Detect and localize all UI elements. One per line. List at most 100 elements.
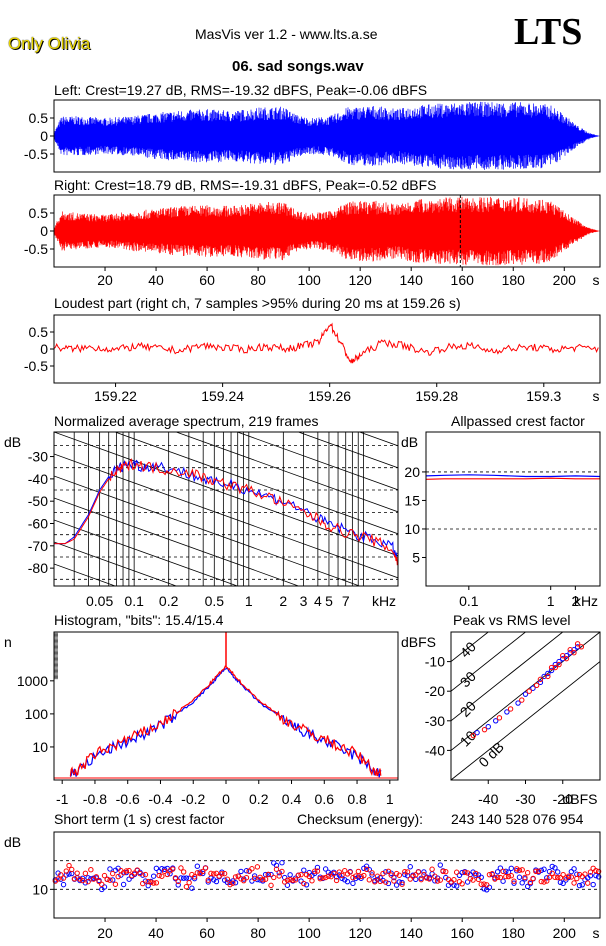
short-crest-point-L (352, 875, 359, 882)
short-crest-point-R (271, 874, 277, 881)
loudest-y-tick-label: 0.5 (29, 324, 49, 340)
short-crest-point-L (109, 877, 116, 883)
short-crest-point-L (459, 869, 465, 876)
short-crest-point-R (85, 878, 91, 885)
short-crest-point-R (161, 868, 168, 874)
histogram-x-tick-label: -0.2 (181, 791, 205, 807)
histogram-x-tick-label: -0.8 (83, 791, 107, 807)
spectrum-x-tick-label: 0.1 (124, 593, 144, 609)
short-crest-point-R (153, 880, 160, 886)
short-crest-point-R (352, 873, 359, 879)
short-crest-point-R (366, 877, 373, 883)
short-crest-point-L (453, 883, 460, 889)
short-crest-point-L (153, 865, 160, 872)
short-crest-point-L (249, 878, 255, 884)
short-crest-point-R (374, 873, 381, 879)
short-crest-point-R (350, 874, 356, 881)
short-crest-title: Short term (1 s) crest factor (54, 811, 225, 827)
short-crest-point-R (342, 868, 348, 874)
short-crest-point-L (301, 867, 307, 873)
short-crest-point-L (595, 874, 602, 880)
short-crest-point-R (178, 865, 184, 871)
spectrum-x-tick-label: 5 (325, 593, 333, 609)
spectrum-slope-line (54, 475, 361, 586)
short-crest-point-L (140, 872, 146, 878)
short-crest-point-R (484, 882, 490, 888)
short-crest-point-R (287, 877, 293, 883)
right-y-tick-label: 0.5 (29, 205, 49, 221)
short-crest-point-L (298, 878, 304, 884)
loudest-x-tick-label: 159.28 (415, 388, 458, 404)
lts-logo: LTS (514, 11, 583, 53)
short-crest-point-R (462, 869, 468, 876)
peak-rms-y-tick-label: -10 (425, 654, 445, 670)
short-crest-point-L (494, 869, 501, 875)
short-crest-point-L (393, 882, 400, 888)
short-crest-point-R (170, 866, 176, 872)
short-crest-point-L (88, 876, 94, 882)
short-crest-point-R (112, 881, 119, 887)
short-crest-point-R (243, 874, 250, 881)
short-crest-point-R (423, 875, 430, 881)
short-crest-point-L (85, 875, 91, 881)
short-crest-point-R (142, 871, 149, 878)
short-crest-point-L (227, 879, 233, 885)
short-crest-point-L (175, 882, 181, 888)
short-crest-point-R (79, 877, 86, 884)
peak-rms-point-R (533, 682, 540, 688)
peak-rms-point-R (552, 664, 558, 671)
histogram-y-tick-label: 1000 (17, 673, 48, 689)
short-crest-point-L (437, 862, 443, 868)
short-crest-point-R (434, 878, 441, 884)
peak-rms-point-L (548, 667, 555, 674)
short-crest-point-L (358, 875, 364, 881)
short-crest-point-R (530, 875, 536, 882)
short-crest-point-L (279, 860, 285, 866)
peak-rms-point-R (481, 726, 488, 733)
short-crest-point-L (514, 868, 520, 874)
short-crest-point-L (243, 868, 250, 874)
short-crest-point-L (325, 869, 332, 876)
short-crest-point-R (358, 873, 364, 880)
short-crest-point-L (369, 872, 375, 878)
peak-rms-diagonal-label: 0 dB (475, 739, 507, 771)
short-crest-point-R (331, 870, 337, 877)
peak-rms-point-L (493, 718, 499, 724)
short-crest-point-R (137, 870, 143, 877)
short-crest-point-R (317, 875, 323, 882)
peak-rms-point-R (496, 715, 503, 721)
spectrum-slope-line (54, 652, 398, 776)
spectrum-x-tick-label: 4 (314, 593, 322, 609)
short-crest-point-R (437, 877, 443, 883)
short-crest-point-R (347, 869, 353, 875)
short-crest-point-R (475, 876, 482, 883)
short-crest-point-R (489, 871, 495, 877)
right-waveform-title: Right: Crest=18.79 dB, RMS=-19.31 dBFS, … (54, 177, 437, 193)
peak-rms-point-R (537, 676, 544, 683)
crest-y-tick-label: 15 (404, 492, 420, 508)
short-crest-point-R (514, 866, 520, 872)
crest-x-tick-label: 2 (571, 593, 579, 609)
short-crest-point-R (131, 870, 138, 876)
short-crest-point-R (557, 875, 564, 881)
short-crest-point-R (96, 878, 102, 885)
histogram-title: Histogram, "bits": 15.4/15.4 (54, 612, 224, 628)
right-x-tick-label: 200 (553, 272, 577, 288)
short-crest-x-tick-label: 100 (297, 925, 321, 941)
right-x-tick-label: 120 (348, 272, 372, 288)
short-crest-point-L (549, 863, 555, 870)
short-crest-point-R (533, 868, 539, 875)
short-crest-point-R (481, 881, 487, 887)
short-crest-point-L (486, 884, 493, 890)
right-y-tick-label: 0 (40, 223, 48, 239)
short-crest-point-L (241, 876, 247, 882)
short-crest-point-R (55, 876, 61, 882)
peak-rms-point-R (507, 706, 514, 712)
short-crest-x-unit: s (593, 925, 600, 941)
histogram-line-L (69, 667, 382, 778)
spectrum-slope-line (54, 432, 398, 557)
short-crest-point-R (421, 871, 427, 878)
short-crest-point-L (385, 880, 392, 887)
short-crest-point-R (339, 872, 345, 879)
right-waveform-signal (53, 196, 600, 266)
